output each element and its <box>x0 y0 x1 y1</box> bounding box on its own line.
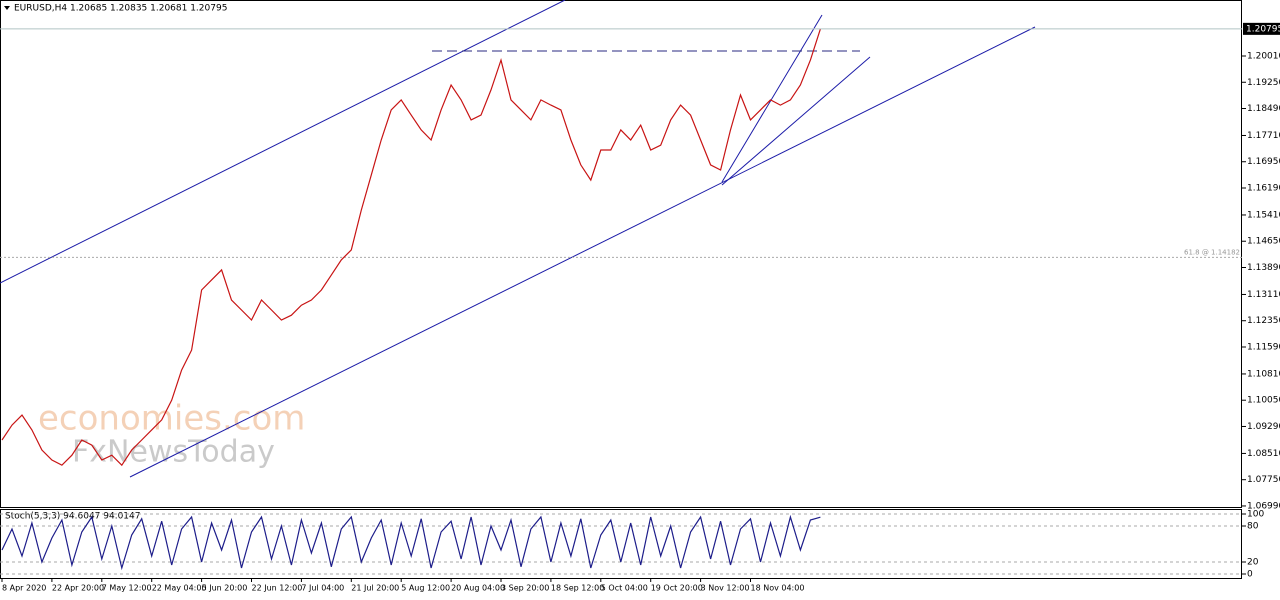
y-tick-label: 1.16950 <box>1247 157 1280 167</box>
current-price-box <box>1243 22 1280 35</box>
menu-arrow <box>4 6 10 10</box>
stoch-panel-frame <box>0 509 1242 579</box>
y-tick-label: 1.10050 <box>1247 396 1280 406</box>
y-tick-label: 1.13890 <box>1247 263 1280 273</box>
watermark: economies.com <box>38 399 305 439</box>
x-tick-label: 5 Aug 12:00 <box>401 584 450 593</box>
current-price-label: 1.20795 <box>1246 24 1280 34</box>
x-tick-label: 8 Apr 2020 <box>2 584 46 593</box>
x-tick-label: 3 Sep 20:00 <box>501 584 549 593</box>
y-tick-label: 1.17710 <box>1247 131 1280 141</box>
x-tick-label: 5 Jun 20:00 <box>202 584 248 593</box>
y-tick-label: 1.11590 <box>1247 342 1280 352</box>
x-tick-label: 5 Oct 04:00 <box>601 584 648 593</box>
price-line <box>1 514 821 571</box>
y-tick-label: 1.12350 <box>1247 316 1280 326</box>
main-panel-frame <box>0 0 1242 508</box>
y-tick-label: 1.09290 <box>1247 422 1280 432</box>
price-line <box>1 28 821 467</box>
y-tick-label: 1.08510 <box>1247 449 1280 459</box>
y-tick-label: 1.19250 <box>1247 78 1280 88</box>
chart-title: EURUSD,H4 1.20685 1.20835 1.20681 1.2079… <box>14 4 227 14</box>
x-tick-label: 7 Jul 04:00 <box>301 584 344 593</box>
x-tick-label: 22 May 04:00 <box>152 584 207 593</box>
y-tick-label: 1.15410 <box>1247 210 1280 220</box>
y-tick-label: 1.18490 <box>1247 104 1280 114</box>
x-tick-label: 18 Sep 12:00 <box>551 584 604 593</box>
x-tick-label: 19 Oct 20:00 <box>651 584 703 593</box>
y-tick-label: 1.10810 <box>1247 369 1280 379</box>
stoch-title: Stoch(5,3,3) 94.6047 94.0147 <box>5 512 140 522</box>
y-tick-label: 20 <box>1247 558 1259 568</box>
y-tick-label: 80 <box>1247 522 1259 532</box>
y-tick-label: 1.20010 <box>1247 51 1280 61</box>
y-tick-label: 100 <box>1247 510 1264 520</box>
x-tick-label: 22 Apr 20:00 <box>52 584 104 593</box>
watermark: FxNewsToday <box>72 435 275 470</box>
x-tick-label: 21 Jul 20:00 <box>351 584 399 593</box>
fib-label: 61.8 @ 1.14182 <box>1184 248 1240 256</box>
x-tick-label: 7 May 12:00 <box>102 584 152 593</box>
trend-line <box>721 56 871 186</box>
y-tick-label: 1.13110 <box>1247 290 1280 300</box>
x-tick-label: 18 Nov 04:00 <box>751 584 805 593</box>
x-tick-label: 22 Jun 12:00 <box>252 584 303 593</box>
y-tick-label: 1.16190 <box>1247 184 1280 194</box>
x-tick-label: 20 Aug 04:00 <box>451 584 505 593</box>
y-tick-label: 1.14650 <box>1247 237 1280 247</box>
trend-line <box>129 26 1036 478</box>
trend-line <box>721 14 823 183</box>
x-tick-label: 3 Nov 12:00 <box>701 584 750 593</box>
y-tick-label: 1.07750 <box>1247 475 1280 485</box>
y-tick-label: 0 <box>1247 570 1253 580</box>
y-tick-label: 1.06990 <box>1247 501 1280 511</box>
trend-line <box>0 0 566 284</box>
